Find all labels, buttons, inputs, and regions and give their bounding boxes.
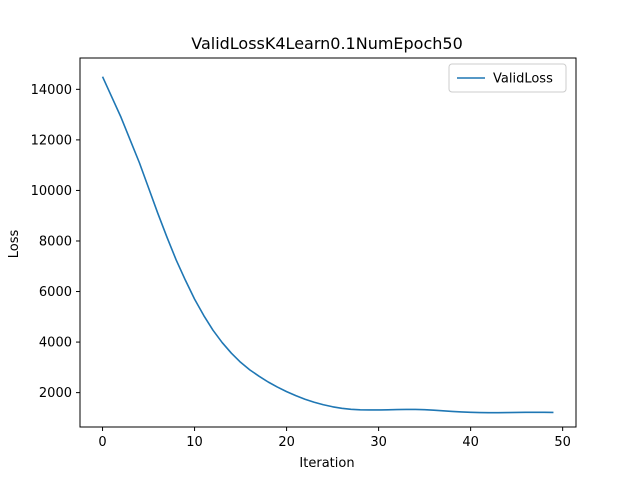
y-tick-label: 2000 <box>39 386 72 401</box>
y-axis-ticks: 2000 4000 6000 8000 10000 12000 14000 <box>31 83 80 401</box>
y-tick-label: 14000 <box>31 83 72 98</box>
series-line-validloss <box>101 76 554 414</box>
legend-label: ValidLoss <box>493 72 553 87</box>
x-axis-label: Iteration <box>299 456 354 471</box>
x-tick-label: 20 <box>278 435 295 450</box>
y-tick-label: 12000 <box>31 133 72 148</box>
y-tick-label: 10000 <box>31 184 72 199</box>
x-tick-label: 10 <box>186 435 203 450</box>
y-tick-label: 8000 <box>39 234 72 249</box>
axes-frame <box>79 57 577 428</box>
chart-title: ValidLossK4Learn0.1NumEpoch50 <box>191 34 463 53</box>
plot-area <box>79 57 577 428</box>
x-tick-label: 0 <box>98 435 106 450</box>
y-tick-label: 6000 <box>39 285 72 300</box>
legend-box <box>448 63 567 93</box>
x-tick-label: 30 <box>370 435 387 450</box>
x-tick-label: 40 <box>462 435 479 450</box>
x-axis-ticks: 0 10 20 30 40 50 <box>98 427 571 450</box>
legend: ValidLoss <box>448 63 567 93</box>
y-axis-label: Loss <box>7 230 22 259</box>
x-tick-label: 50 <box>554 435 571 450</box>
y-tick-label: 4000 <box>39 336 72 351</box>
